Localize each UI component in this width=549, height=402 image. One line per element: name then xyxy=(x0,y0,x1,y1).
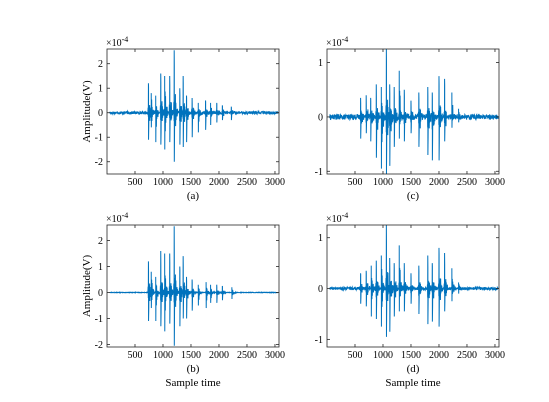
x-tick-label-b: 1000 xyxy=(153,350,173,361)
x-tick-label-d: 500 xyxy=(347,350,362,361)
panel-d: 500 1000 1500 2000 2500 3000 -1 0 1×10-4 (d) Sampl… xyxy=(315,211,505,389)
y-tick-label-a: -2 xyxy=(95,157,103,168)
y-tick-label-c: 0 xyxy=(318,112,323,123)
x-tick-label-c: 2000 xyxy=(429,177,449,188)
panel-a: 500 1000 1500 2000 2500 3000 -2 -1 0 1 2×10-4 (a) Am… xyxy=(81,35,285,202)
y-tick-label-c: -1 xyxy=(315,167,323,178)
x-tick-label-c: 2500 xyxy=(457,177,477,188)
y-tick-label-a: -1 xyxy=(95,133,103,144)
x-tick-label-b: 500 xyxy=(127,350,142,361)
x-tick-label-b: 2500 xyxy=(237,350,257,361)
y-axis-label-b: Amplitude(V) xyxy=(81,255,93,318)
x-axis-label-d: Sample time xyxy=(385,377,440,389)
y-tick-label-b: 0 xyxy=(98,288,103,299)
y-tick-label-b: 1 xyxy=(98,262,103,273)
series-line-a xyxy=(109,50,279,162)
y-tick-label-c: 1 xyxy=(318,58,323,69)
panel-c: 500 1000 1500 2000 2500 3000 -1 0 1×10-4 (c) xyxy=(315,35,505,202)
axes-frame-c xyxy=(326,48,500,175)
panel-caption-d: (d) xyxy=(407,363,420,375)
x-axis-label-b: Sample time xyxy=(165,377,220,389)
exponent-label-b: ×10-4 xyxy=(106,211,128,225)
x-tick-label-d: 1000 xyxy=(373,350,393,361)
x-tick-label-b: 2000 xyxy=(209,350,229,361)
panel-caption-b: (b) xyxy=(187,363,200,375)
x-tick-label-a: 2500 xyxy=(237,177,257,188)
panel-caption-a: (a) xyxy=(187,190,200,202)
y-tick-label-a: 1 xyxy=(98,84,103,95)
x-tick-label-b: 1500 xyxy=(181,350,201,361)
y-tick-label-d: 1 xyxy=(318,233,323,244)
x-tick-label-b: 3000 xyxy=(265,350,285,361)
y-tick-label-d: 0 xyxy=(318,284,323,295)
y-tick-label-b: -1 xyxy=(95,314,103,325)
x-tick-label-d: 1500 xyxy=(401,350,421,361)
y-tick-label-a: 2 xyxy=(98,59,103,70)
x-tick-label-d: 2500 xyxy=(457,350,477,361)
axes-frame-d xyxy=(326,224,500,348)
x-tick-label-c: 1500 xyxy=(401,177,421,188)
x-tick-label-c: 1000 xyxy=(373,177,393,188)
x-tick-label-a: 500 xyxy=(127,177,142,188)
x-tick-label-d: 3000 xyxy=(485,350,505,361)
panel-b: 500 1000 1500 2000 2500 3000 -2 -1 0 1 2×10-4 (b) Sa… xyxy=(81,211,285,389)
y-tick-label-d: -1 xyxy=(315,335,323,346)
exponent-label-d: ×10-4 xyxy=(326,211,348,225)
series-line-c xyxy=(329,49,499,174)
y-tick-label-b: 2 xyxy=(98,236,103,247)
x-tick-label-d: 2000 xyxy=(429,350,449,361)
x-tick-label-a: 1500 xyxy=(181,177,201,188)
axes-frame-b xyxy=(106,224,280,348)
x-tick-label-c: 3000 xyxy=(485,177,505,188)
x-tick-label-a: 3000 xyxy=(265,177,285,188)
x-tick-label-a: 2000 xyxy=(209,177,229,188)
y-axis-label-a: Amplitude(V) xyxy=(81,80,93,143)
series-line-d xyxy=(329,225,499,337)
axes-frame-a xyxy=(106,48,280,175)
y-tick-label-b: -2 xyxy=(95,340,103,351)
y-tick-label-a: 0 xyxy=(98,108,103,119)
panel-caption-c: (c) xyxy=(407,190,420,202)
x-tick-label-c: 500 xyxy=(347,177,362,188)
exponent-label-a: ×10-4 xyxy=(106,35,128,49)
exponent-label-c: ×10-4 xyxy=(326,35,348,49)
series-line-b xyxy=(109,226,279,346)
x-tick-label-a: 1000 xyxy=(153,177,173,188)
